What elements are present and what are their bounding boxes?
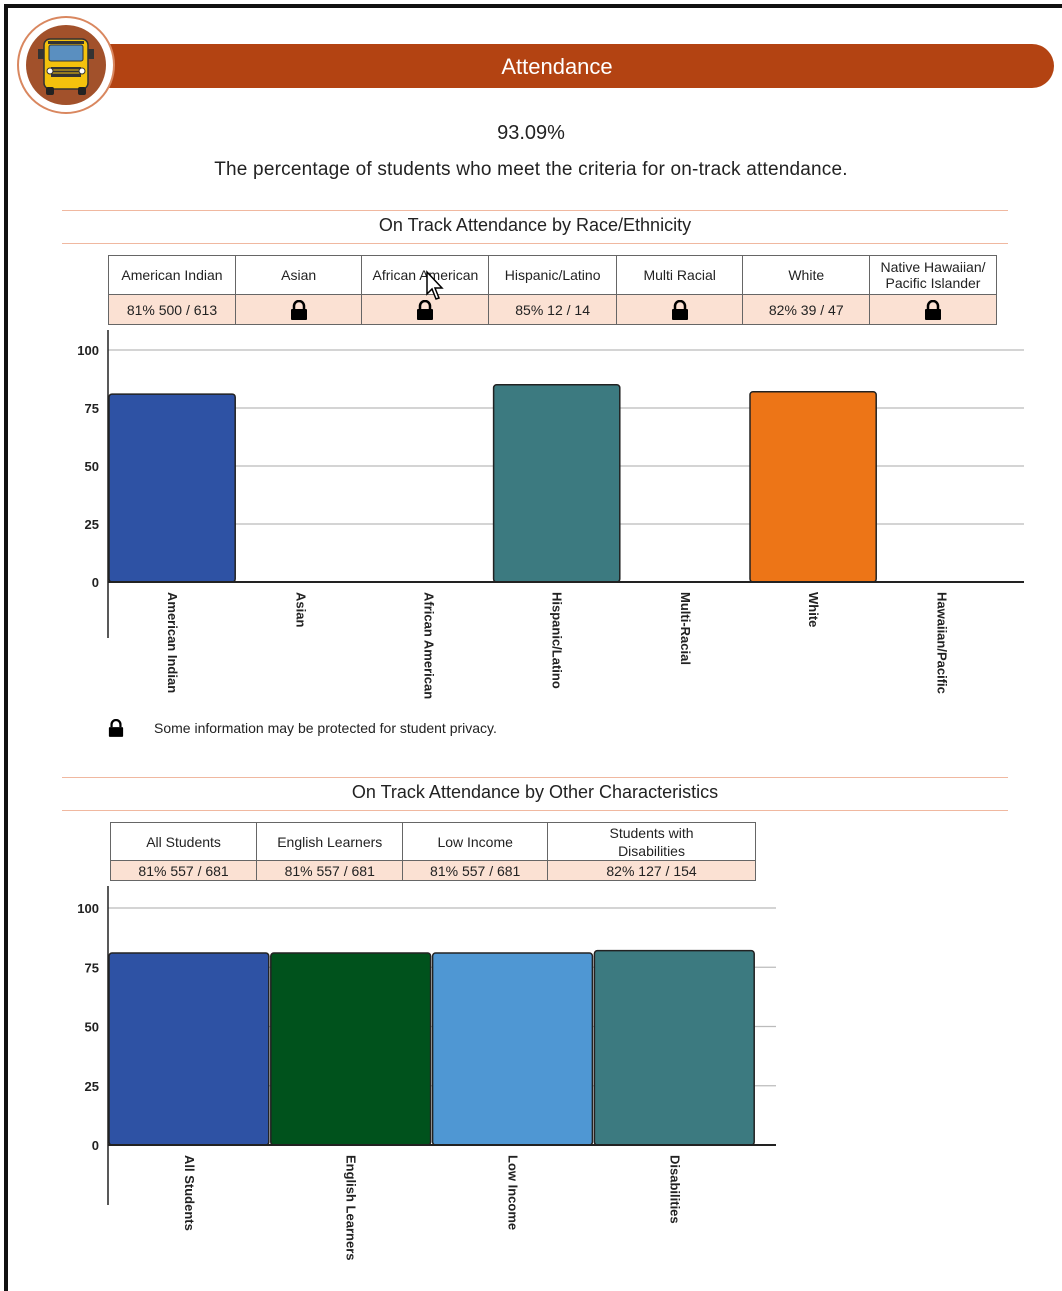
other-bar-chart: 0 25 50 75 100 All Students English Learners Lo… xyxy=(77,886,776,1260)
y-tick-label: 75 xyxy=(85,960,99,975)
table-value-cell: 81% 500 / 613 xyxy=(108,294,236,325)
table-header-cell: All Students xyxy=(109,822,258,861)
mouse-cursor-icon xyxy=(426,270,444,300)
privacy-note: Some information may be protected for st… xyxy=(108,718,497,740)
table-value-cell: 81% 557 / 681 xyxy=(402,860,549,881)
table-header-cell: White xyxy=(742,255,871,295)
table-header-cell: Multi Racial xyxy=(615,255,744,295)
divider xyxy=(62,777,1008,778)
table-header-cell: Hispanic/Latino xyxy=(488,255,617,295)
table-value-cell xyxy=(869,294,997,325)
table-value-cell: 82% 39 / 47 xyxy=(742,294,871,325)
race-bar-chart: 0 25 50 75 100 American Indian Asian African Am… xyxy=(77,330,1024,699)
y-tick-label: 0 xyxy=(92,1138,99,1153)
divider xyxy=(62,210,1008,211)
x-tick-label: Hawaiian/Pacific xyxy=(934,592,949,694)
y-tick-label: 75 xyxy=(85,401,99,416)
bar xyxy=(593,949,755,1146)
race-stats-table: American Indian Asian African American H… xyxy=(108,255,997,325)
lock-icon xyxy=(417,299,434,320)
x-tick-label: All Students xyxy=(182,1155,197,1231)
attendance-description: The percentage of students who meet the … xyxy=(214,159,848,180)
x-tick-label: Disabilities xyxy=(667,1155,682,1224)
table-header-cell: Native Hawaiian/ Pacific Islander xyxy=(869,255,997,295)
lock-icon xyxy=(290,299,307,320)
divider xyxy=(62,243,1008,244)
bar xyxy=(108,952,270,1146)
page-frame xyxy=(4,4,1062,1291)
table-value-cell xyxy=(615,294,744,325)
attendance-percentage: 93.09% xyxy=(497,122,565,144)
y-tick-label: 50 xyxy=(85,459,99,474)
table-header-cell: Students with Disabilities xyxy=(547,822,756,861)
school-logo xyxy=(17,16,115,114)
bar xyxy=(749,391,877,583)
x-tick-label: White xyxy=(806,592,821,627)
y-tick-label: 50 xyxy=(85,1020,99,1035)
table-value-cell: 85% 12 / 14 xyxy=(488,294,617,325)
x-tick-label: African American xyxy=(422,592,437,699)
lock-icon xyxy=(671,299,688,320)
table-header-cell: Asian xyxy=(234,255,363,295)
bar xyxy=(108,393,236,583)
table-header-cell: American Indian xyxy=(108,255,236,295)
table-value-cell: 81% 557 / 681 xyxy=(109,860,258,881)
table-value-cell xyxy=(361,294,490,325)
x-tick-label: Low Income xyxy=(506,1155,521,1230)
table-value-cell: 82% 127 / 154 xyxy=(547,860,756,881)
table-header-cell: English Learners xyxy=(256,822,404,861)
table-header-cell: African American xyxy=(361,255,490,295)
other-stats-table: All Students English Learners Low Income… xyxy=(109,822,756,881)
y-tick-label: 100 xyxy=(77,343,99,358)
table-value-cell xyxy=(234,294,363,325)
lock-icon xyxy=(925,299,941,320)
table-header-cell: Low Income xyxy=(402,822,549,861)
other-section-title: On Track Attendance by Other Characteris… xyxy=(351,782,719,802)
privacy-note-text: Some information may be protected for st… xyxy=(154,720,497,736)
race-section-title: On Track Attendance by Race/Ethnicity xyxy=(378,215,692,235)
y-tick-label: 25 xyxy=(85,1079,99,1094)
x-tick-label: Asian xyxy=(293,592,308,627)
school-bus-icon xyxy=(38,38,94,95)
attendance-banner: Attendance xyxy=(60,44,1054,88)
x-tick-label: English Learners xyxy=(344,1155,359,1260)
lock-icon xyxy=(108,718,124,737)
x-tick-label: Hispanic/Latino xyxy=(550,592,565,689)
table-value-cell: 81% 557 / 681 xyxy=(256,860,404,881)
bar xyxy=(431,952,594,1146)
y-tick-label: 100 xyxy=(77,901,99,916)
x-tick-label: Multi-Racial xyxy=(678,592,693,665)
bar xyxy=(270,952,432,1146)
divider xyxy=(62,810,1008,811)
y-tick-label: 0 xyxy=(92,575,99,590)
x-tick-label: American Indian xyxy=(165,592,180,693)
bar xyxy=(492,384,621,583)
page-title: Attendance xyxy=(501,54,613,79)
y-tick-label: 25 xyxy=(85,517,99,532)
